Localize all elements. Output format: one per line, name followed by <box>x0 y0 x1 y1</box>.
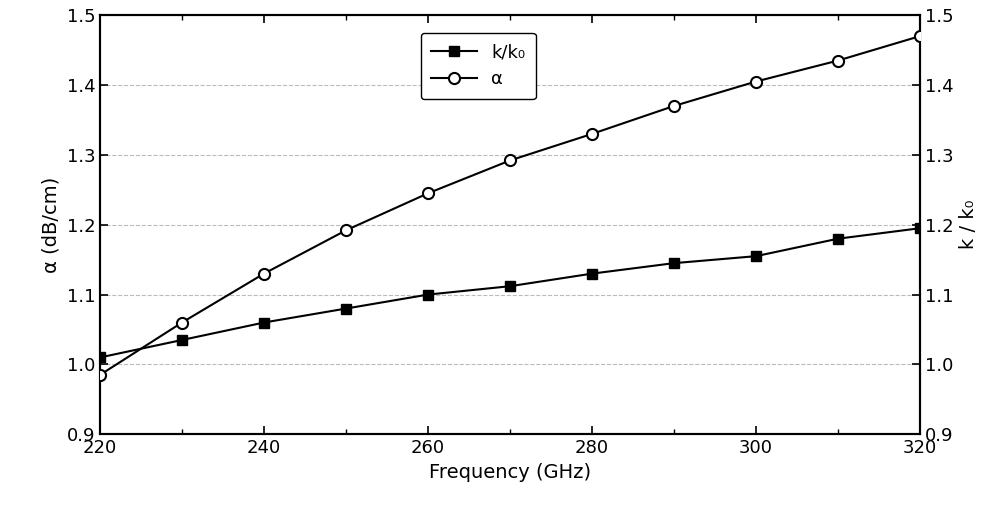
α <box>832 58 844 64</box>
X-axis label: Frequency (GHz): Frequency (GHz) <box>429 463 591 482</box>
k/k₀ <box>176 337 188 343</box>
k/k₀ <box>258 320 270 326</box>
k/k₀ <box>832 236 844 242</box>
k/k₀ <box>914 225 926 231</box>
α <box>750 78 762 84</box>
k/k₀ <box>340 306 352 312</box>
α <box>668 103 680 109</box>
Legend: k/k₀, α: k/k₀, α <box>421 32 536 99</box>
α <box>422 190 434 196</box>
Y-axis label: α (dB/cm): α (dB/cm) <box>42 177 61 273</box>
α <box>176 320 188 326</box>
α <box>340 227 352 233</box>
α <box>914 33 926 39</box>
α <box>258 271 270 277</box>
Line: k/k₀: k/k₀ <box>95 223 925 362</box>
α <box>586 131 598 137</box>
k/k₀ <box>750 253 762 259</box>
k/k₀ <box>504 283 516 289</box>
Y-axis label: k / k₀: k / k₀ <box>959 200 978 249</box>
α <box>94 372 106 378</box>
k/k₀ <box>668 260 680 266</box>
k/k₀ <box>422 291 434 297</box>
Line: α: α <box>94 30 926 380</box>
k/k₀ <box>586 271 598 277</box>
k/k₀ <box>94 355 106 361</box>
α <box>504 158 516 164</box>
